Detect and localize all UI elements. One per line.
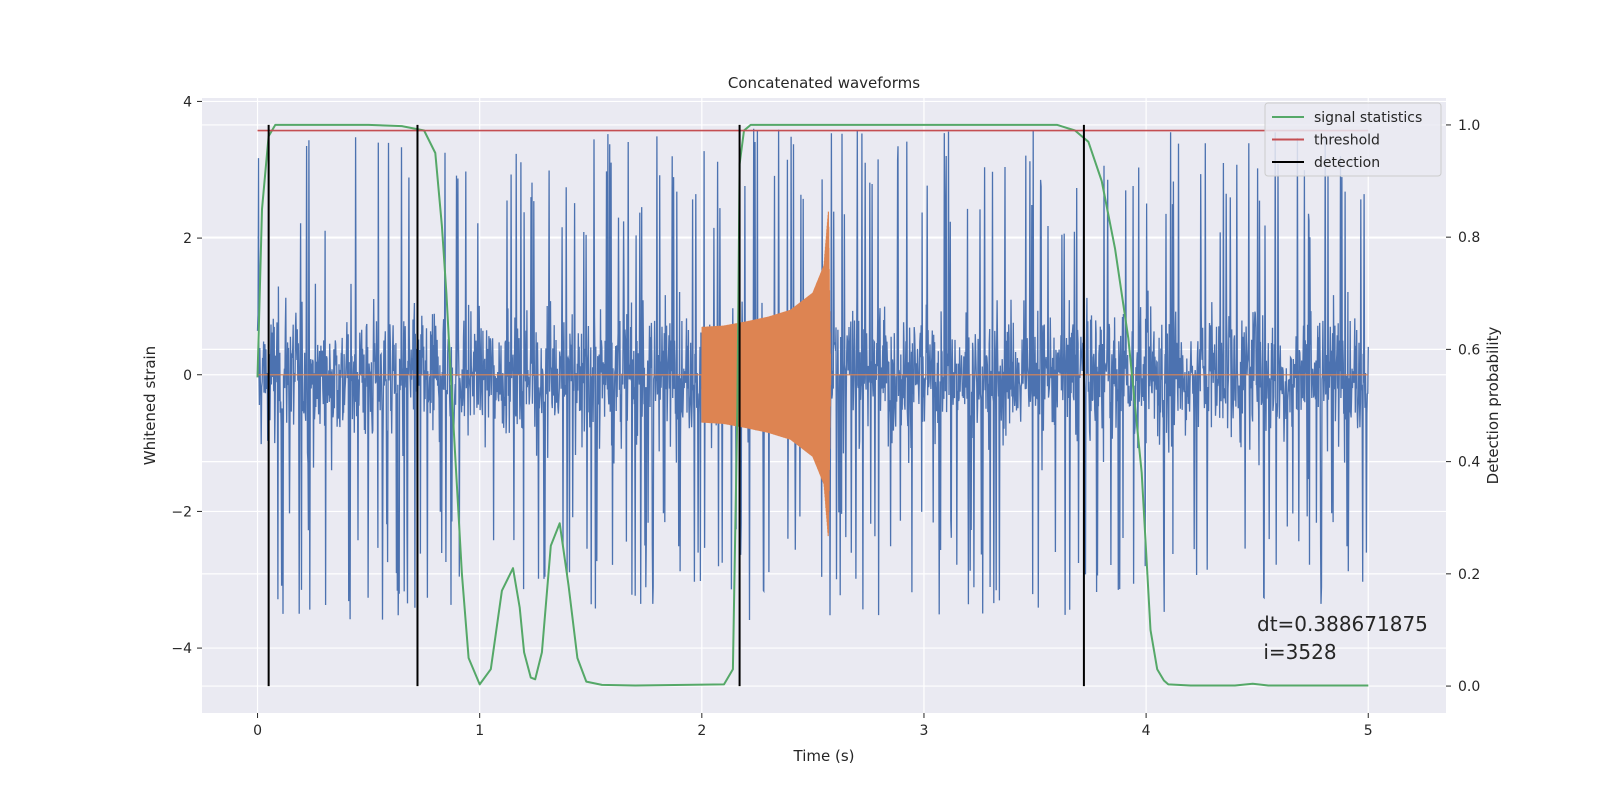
legend-label-signal-statistics: signal statistics xyxy=(1314,110,1422,126)
y-tick-label: 2 xyxy=(183,231,192,247)
legend-box xyxy=(1264,102,1442,177)
y-tick-label: −2 xyxy=(171,504,192,520)
x-tick-label: 2 xyxy=(697,723,706,739)
annotation-dt: dt=0.388671875 xyxy=(1257,612,1428,636)
series-waveform-line xyxy=(257,211,1369,537)
y2-axis-label: Detection probability xyxy=(1484,327,1502,485)
data-area xyxy=(256,123,1369,687)
annotation-index: i=3528 xyxy=(1257,640,1337,664)
y-tick-label: −4 xyxy=(171,641,192,657)
y2-tick-label: 0.6 xyxy=(1458,342,1480,358)
x-axis-label: Time (s) xyxy=(793,747,855,765)
y-tick-label: 4 xyxy=(183,94,192,110)
y2-tick-label: 0.2 xyxy=(1458,567,1480,583)
x-tick-label: 3 xyxy=(920,723,929,739)
y2-tick-label: 0.4 xyxy=(1458,455,1480,471)
legend: signal statistics threshold detection xyxy=(1264,102,1442,177)
x-tick-label: 5 xyxy=(1364,723,1373,739)
x-tick-label: 1 xyxy=(475,723,484,739)
chart-title: Concatenated waveforms xyxy=(728,74,920,92)
y-axis-label: Whitened strain xyxy=(141,346,159,465)
legend-label-threshold: threshold xyxy=(1314,133,1380,149)
legend-label-detection: detection xyxy=(1314,155,1380,171)
y2-tick-label: 1.0 xyxy=(1458,118,1480,134)
y-tick-label: 0 xyxy=(183,368,192,384)
y2-tick-label: 0.8 xyxy=(1458,230,1480,246)
series-signal-statistics-line xyxy=(256,123,1369,687)
y2-tick-label: 0.0 xyxy=(1458,679,1480,695)
axes: 0 1 2 3 4 5 −4 −2 0 2 4 0.0 0.2 0.4 0.6 0.8 1.0 xyxy=(171,94,1480,739)
x-tick-label: 0 xyxy=(253,723,262,739)
x-tick-label: 4 xyxy=(1142,723,1151,739)
